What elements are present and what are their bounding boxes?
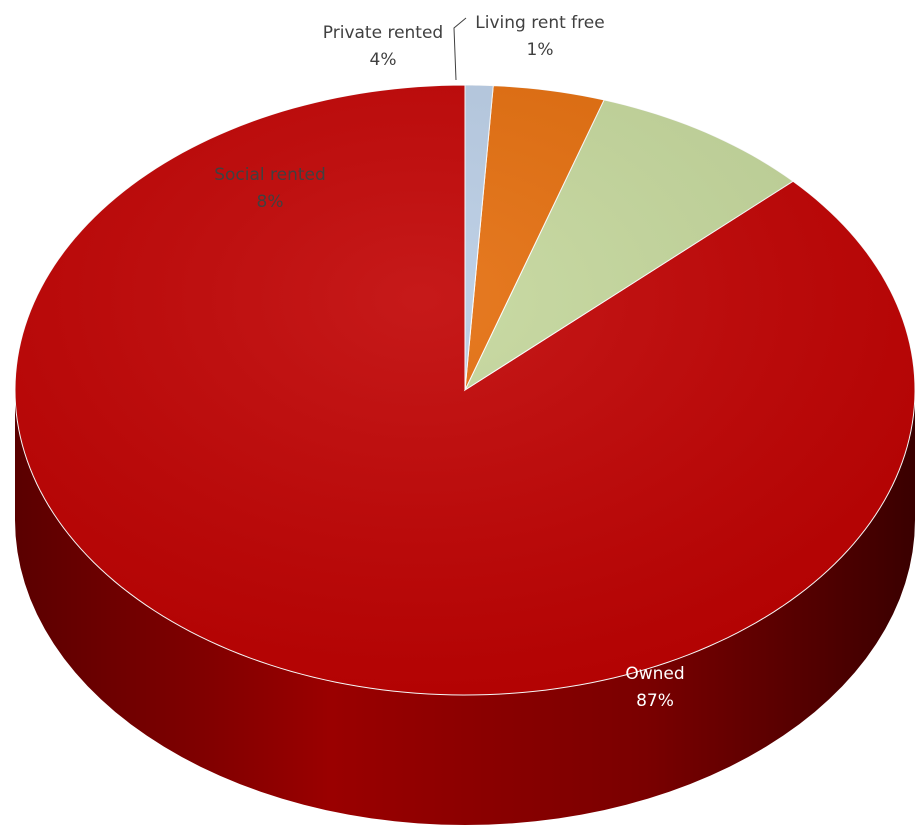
data-label-value-owned: 87%: [636, 691, 674, 711]
pie-top-layer: [14, 84, 915, 696]
data-label-value-social-rented: 8%: [257, 192, 284, 212]
leader-lines: [453, 17, 467, 81]
data-label-name-private-rented: Private rented: [323, 23, 443, 43]
data-labels: Owned 87% Social rented 8% Private rented 4% L…: [214, 13, 684, 711]
data-label-name-social-rented: Social rented: [214, 165, 326, 185]
pie-side-layer: [15, 390, 915, 825]
data-label-name-living-rent-free: Living rent free: [475, 13, 604, 33]
leader-line-living-rent-free: [453, 17, 467, 81]
data-label-value-private-rented: 4%: [370, 50, 397, 70]
data-label-name-owned: Owned: [625, 664, 684, 684]
data-label-value-living-rent-free: 1%: [527, 40, 554, 60]
pie-side-owned: [15, 390, 915, 825]
